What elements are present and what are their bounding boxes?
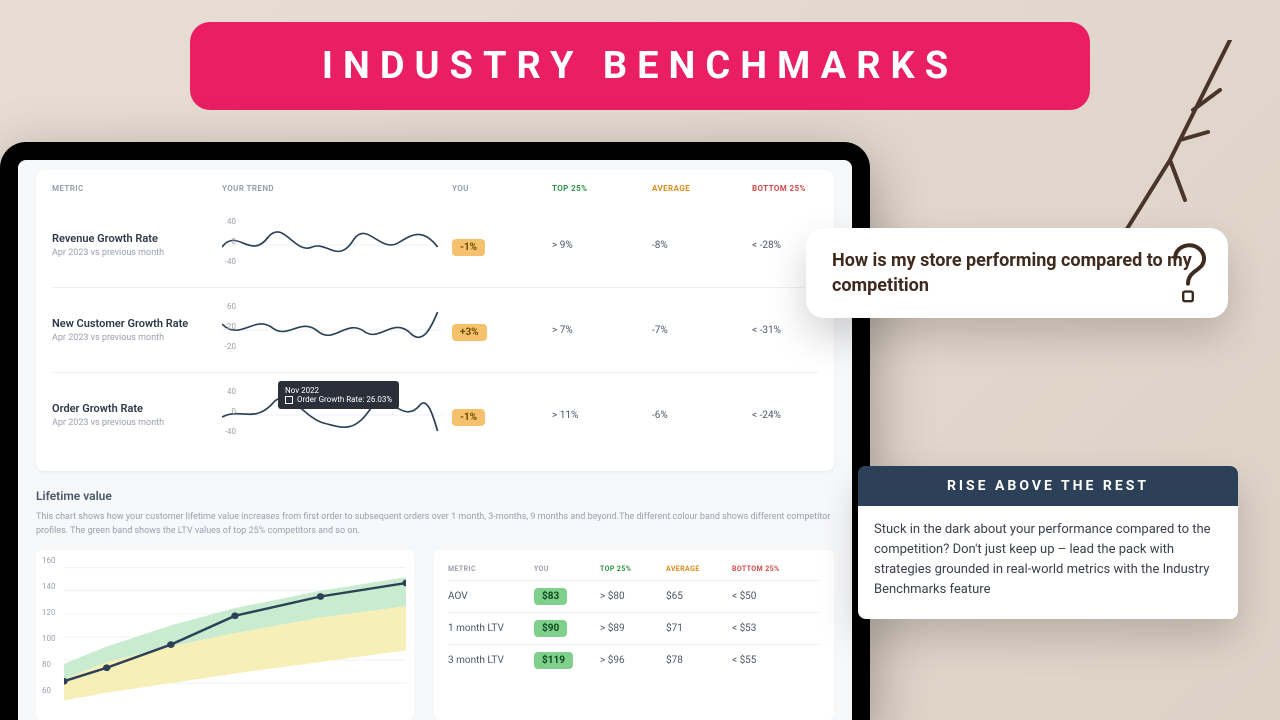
sparkline: 400-40 (222, 217, 442, 273)
cell-avg: -8% (652, 240, 742, 251)
ltv-title: Lifetime value (36, 489, 834, 503)
axis-tick: 160 (42, 556, 56, 565)
lifetime-value-section: Lifetime value This chart shows how your… (36, 489, 834, 720)
mcol-metric: METRIC (448, 565, 528, 573)
metric-subtitle: Apr 2023 vs previous month (52, 248, 212, 258)
axis-tick: 140 (42, 582, 56, 591)
col-bottom25: Bottom 25% (752, 184, 842, 193)
cell-top: > 11% (552, 410, 642, 421)
metric-subtitle: Apr 2023 vs previous month (52, 333, 212, 343)
cell-bot: < -31% (752, 325, 842, 336)
col-you: YOU (452, 184, 542, 193)
m-metric: 3 month LTV (448, 655, 528, 666)
axis-tick: 100 (42, 634, 56, 643)
cell-top: > 9% (552, 240, 642, 251)
dashboard-screen: METRIC YOUR TREND YOU Top 25% Average Bo… (18, 160, 852, 720)
question-text: How is my store performing compared to m… (832, 250, 1192, 296)
table-row: Order Growth Rate Apr 2023 vs previous m… (52, 372, 818, 457)
m-bot: < $53 (732, 623, 792, 634)
info-title: RISE ABOVE THE REST (858, 466, 1238, 506)
m-top: > $80 (600, 591, 660, 602)
metric-name: Order Growth Rate (52, 402, 212, 415)
mcol-top: Top 25% (600, 565, 660, 573)
m-you-badge: $119 (534, 652, 573, 669)
page-title: INDUSTRY BENCHMARKS (322, 44, 958, 88)
metric-name: Revenue Growth Rate (52, 232, 212, 245)
metric-name: New Customer Growth Rate (52, 317, 212, 330)
you-badge: +3% (452, 324, 487, 341)
col-top25: Top 25% (552, 184, 642, 193)
info-panel: RISE ABOVE THE REST Stuck in the dark ab… (858, 466, 1238, 619)
m-you-badge: $83 (534, 588, 567, 605)
cell-top: > 7% (552, 325, 642, 336)
m-avg: $65 (666, 591, 726, 602)
m-bot: < $50 (732, 591, 792, 602)
col-trend: YOUR TREND (222, 184, 442, 193)
ltv-chart: 160 140 120 100 80 60 (36, 550, 414, 720)
ltv-mini-table: METRIC YOU Top 25% Average Bottom 25% AO… (434, 550, 834, 720)
mcol-bot: Bottom 25% (732, 565, 792, 573)
chart-tooltip: Nov 2022Order Growth Rate: 26.03% (278, 381, 399, 409)
m-metric: 1 month LTV (448, 623, 528, 634)
m-avg: $71 (666, 623, 726, 634)
col-average: Average (652, 184, 742, 193)
metric-subtitle: Apr 2023 vs previous month (52, 418, 212, 428)
page-title-banner: INDUSTRY BENCHMARKS (190, 22, 1090, 110)
question-callout: How is my store performing compared to m… (806, 228, 1228, 318)
mini-table-header: METRIC YOU Top 25% Average Bottom 25% (448, 558, 820, 580)
axis-tick: 80 (42, 660, 51, 669)
m-you-badge: $90 (534, 620, 567, 637)
m-metric: AOV (448, 591, 528, 602)
mini-row: 3 month LTV $119 > $96 $78 < $55 (448, 644, 820, 676)
laptop-frame: METRIC YOUR TREND YOU Top 25% Average Bo… (0, 142, 870, 720)
question-mark-icon (1164, 242, 1212, 306)
cell-bot: < -24% (752, 410, 842, 421)
axis-tick: 60 (42, 686, 51, 695)
mcol-avg: Average (666, 565, 726, 573)
m-bot: < $55 (732, 655, 792, 666)
table-row: New Customer Growth Rate Apr 2023 vs pre… (52, 287, 818, 372)
sparkline: 400-40 Nov 2022Order Growth Rate: 26.03% (222, 387, 442, 443)
ltv-description: This chart shows how your customer lifet… (36, 511, 834, 538)
m-top: > $96 (600, 655, 660, 666)
table-header: METRIC YOUR TREND YOU Top 25% Average Bo… (52, 180, 818, 203)
info-body: Stuck in the dark about your performance… (858, 506, 1238, 619)
table-row: Revenue Growth Rate Apr 2023 vs previous… (52, 203, 818, 287)
cell-avg: -6% (652, 410, 742, 421)
mini-row: AOV $83 > $80 $65 < $50 (448, 580, 820, 612)
m-top: > $89 (600, 623, 660, 634)
cell-avg: -7% (652, 325, 742, 336)
you-badge: -1% (452, 409, 485, 426)
sparkline: 6020-20 (222, 302, 442, 358)
m-avg: $78 (666, 655, 726, 666)
col-metric: METRIC (52, 184, 212, 193)
axis-tick: 120 (42, 608, 56, 617)
mini-row: 1 month LTV $90 > $89 $71 < $53 (448, 612, 820, 644)
mcol-you: YOU (534, 565, 594, 573)
you-badge: -1% (452, 239, 485, 256)
benchmark-table: METRIC YOUR TREND YOU Top 25% Average Bo… (36, 170, 834, 471)
